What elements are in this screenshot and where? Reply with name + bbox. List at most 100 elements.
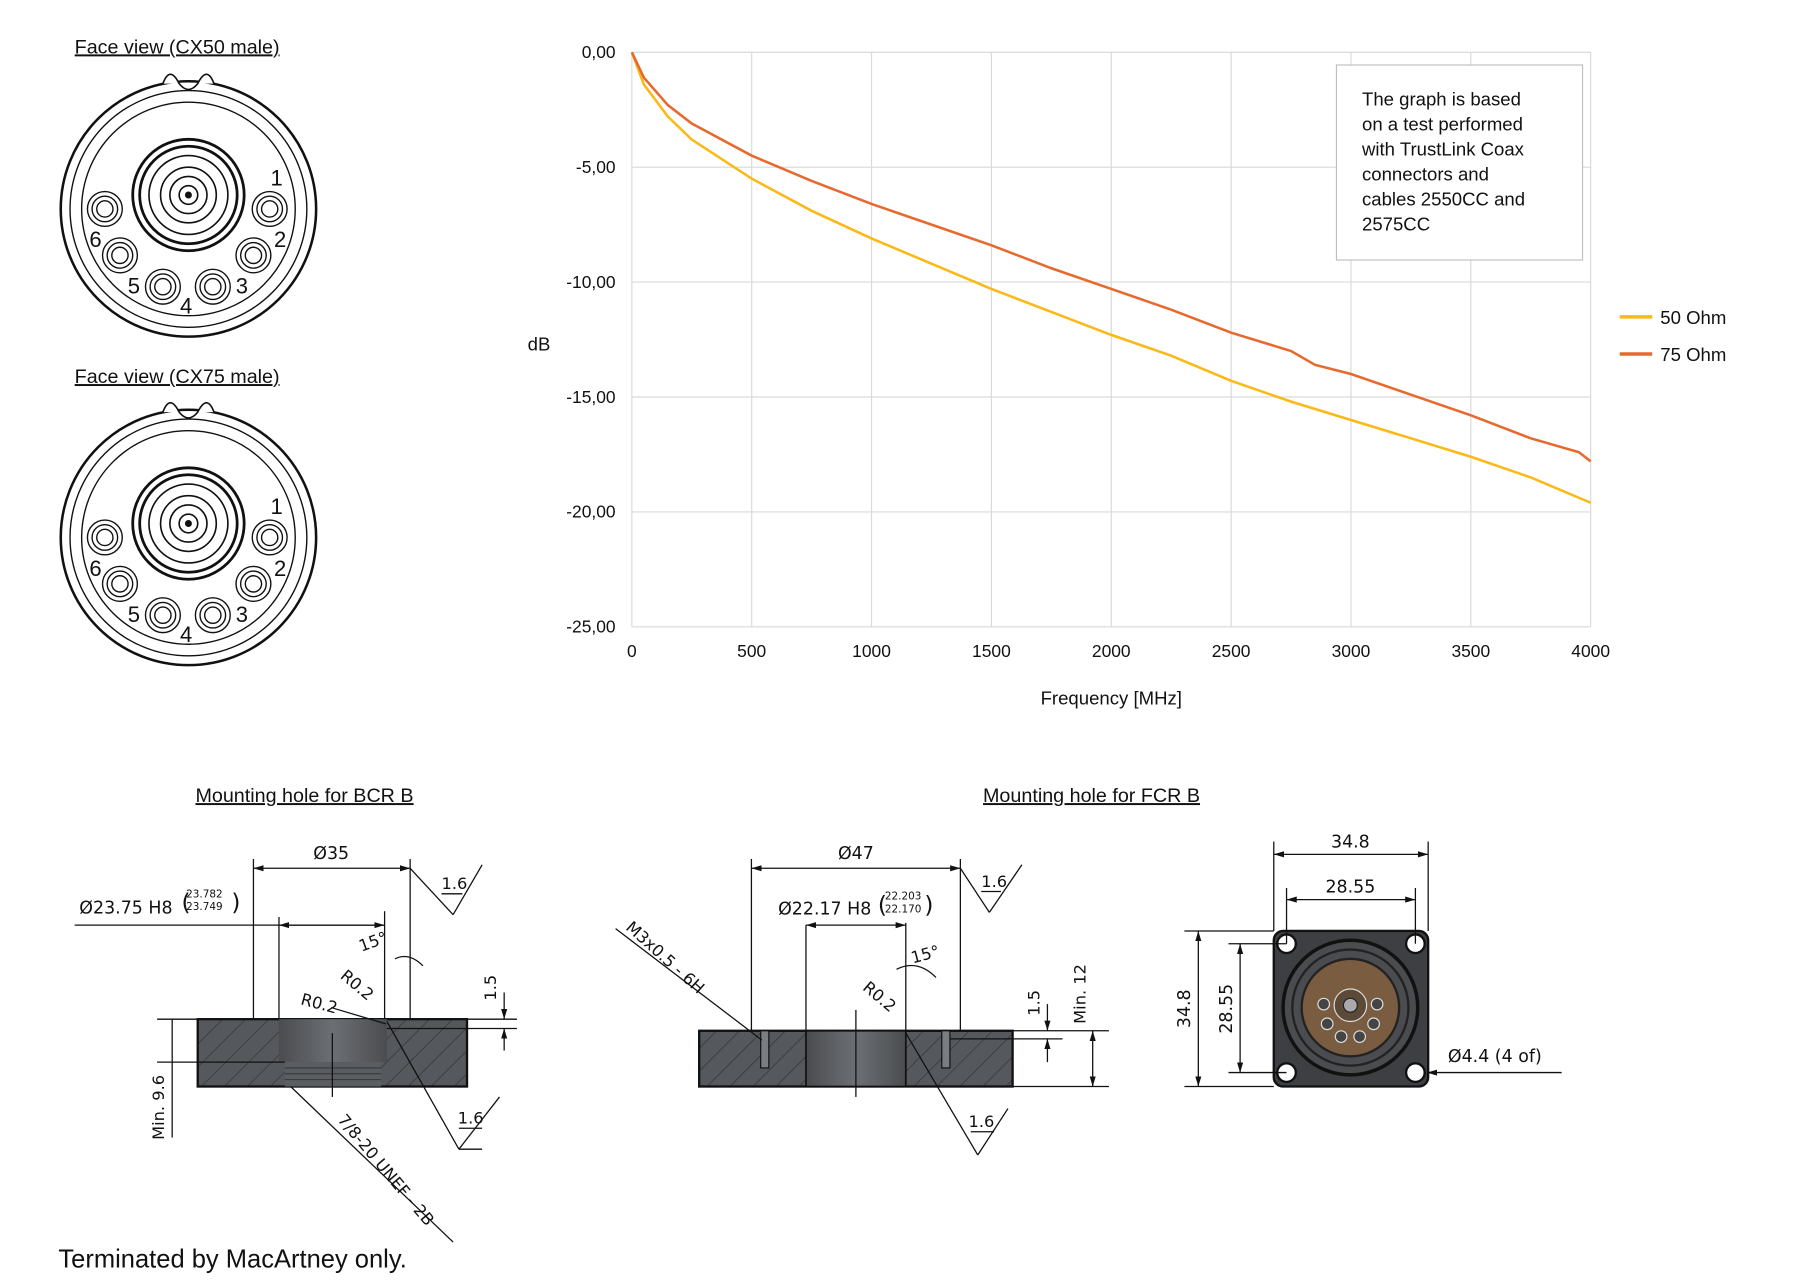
pin-contact bbox=[101, 565, 139, 602]
pin-label: 3 bbox=[236, 602, 248, 627]
coax-center-pin bbox=[184, 191, 192, 199]
pin-contact bbox=[199, 273, 227, 301]
pin-contact bbox=[199, 601, 227, 629]
fcr-bore-diameter: Ø22.17 H8 bbox=[778, 900, 871, 920]
fcr-outer-diameter: Ø47 bbox=[838, 844, 874, 864]
key-notch bbox=[162, 402, 215, 419]
pin-contact bbox=[239, 570, 267, 598]
pin-contact bbox=[111, 575, 129, 593]
pin-label: 6 bbox=[89, 556, 101, 581]
pin-contact bbox=[154, 606, 172, 625]
annotation-text: The graph is based on a test performed wit… bbox=[1361, 89, 1525, 235]
pin-contact bbox=[144, 268, 182, 305]
coax-contact-ring bbox=[159, 494, 218, 553]
key-notch bbox=[162, 73, 215, 91]
fcr-mounting-drawing: Mounting hole for FCR B Ø47 Ø22.17 H8 22… bbox=[615, 785, 1200, 1156]
pin-contact bbox=[256, 523, 284, 551]
fcr-radius: R0.2 bbox=[859, 978, 900, 1016]
coax-contact-ring bbox=[178, 513, 199, 534]
attenuation-chart: 0,00 -5,00 -10,00 -15,00 -20,00 -25,00 0 500 100… bbox=[528, 42, 1727, 709]
bcr-bore-diameter: Ø23.75 H8 bbox=[79, 899, 172, 919]
flange-width: 34.8 bbox=[1331, 832, 1370, 852]
y-tick-label: -25,00 bbox=[566, 617, 615, 637]
pin-contact bbox=[144, 597, 182, 634]
pin-contact bbox=[251, 190, 288, 228]
pin-contact bbox=[256, 195, 284, 223]
face-view-cx50: Face view (CX50 male) 1 2 3 4 5 6 bbox=[59, 36, 318, 338]
pin-label: 4 bbox=[180, 293, 192, 318]
series-line-50-ohm bbox=[630, 51, 1592, 504]
annotation-line: with TrustLink Coax bbox=[1361, 139, 1525, 160]
pin-label: 1 bbox=[271, 166, 283, 191]
pin-label: 6 bbox=[89, 227, 101, 252]
x-tick-label: 4000 bbox=[1571, 641, 1610, 661]
coax-contact-ring bbox=[178, 184, 199, 206]
fcr-min-thickness: Min. 12 bbox=[1071, 964, 1090, 1024]
coax-contact-ring bbox=[131, 137, 246, 253]
svg-text:): ) bbox=[924, 891, 933, 918]
bcr-roughness-2: 1.6 bbox=[458, 1109, 484, 1128]
y-tick-label: -15,00 bbox=[566, 387, 615, 407]
fcr-depth: 1.5 bbox=[1024, 990, 1043, 1016]
pin-contact bbox=[239, 241, 267, 269]
pin-contact bbox=[203, 606, 222, 625]
pin-contact bbox=[91, 195, 119, 223]
svg-text:(: ( bbox=[181, 889, 190, 916]
flange-height: 34.8 bbox=[1175, 989, 1195, 1028]
pin-contact bbox=[96, 200, 114, 218]
x-tick-label: 0 bbox=[627, 641, 637, 661]
coax-contact-ring bbox=[169, 175, 208, 215]
coax-contact-ring bbox=[169, 504, 208, 543]
bcr-radius-1: R0.2 bbox=[337, 966, 378, 1004]
pin-contact bbox=[111, 246, 129, 265]
annotation-line: 2575CC bbox=[1362, 213, 1430, 234]
x-tick-label: 3500 bbox=[1451, 641, 1490, 661]
coax-center-pin bbox=[184, 520, 192, 528]
bcr-tolerance-upper: 23.782 bbox=[186, 888, 223, 900]
pin-contact bbox=[91, 523, 119, 551]
pin-contact bbox=[260, 528, 279, 547]
x-tick-label: 1500 bbox=[972, 641, 1011, 661]
pin-contact bbox=[194, 597, 231, 634]
x-tick-label: 2500 bbox=[1212, 641, 1251, 661]
flange-hole-diameter: Ø4.4 (4 of) bbox=[1448, 1047, 1542, 1067]
pin-contact bbox=[260, 200, 279, 218]
pin-contact bbox=[106, 241, 134, 269]
pin-contact bbox=[86, 519, 123, 556]
pin-contact bbox=[154, 277, 172, 296]
fcr-tolerance-lower: 22.170 bbox=[885, 903, 922, 915]
bcr-outer-diameter: Ø35 bbox=[313, 844, 349, 864]
legend-label: 50 Ohm bbox=[1660, 307, 1726, 328]
annotation-line: cables 2550CC and bbox=[1362, 188, 1525, 209]
coax-contact-ring bbox=[138, 144, 239, 246]
pin-contact bbox=[203, 277, 222, 296]
svg-text:(: ( bbox=[878, 891, 887, 918]
y-tick-label: 0,00 bbox=[582, 42, 616, 62]
bcr-thread-spec: 7/8-20 UNEF - 2B bbox=[334, 1111, 438, 1230]
fcr-title: Mounting hole for FCR B bbox=[983, 785, 1200, 807]
flange-front-view: 34.8 28.55 34.8 28.55 Ø4.4 (4 of) bbox=[1175, 832, 1562, 1088]
bcr-mounting-drawing: Mounting hole for BCR B Ø35 Ø23.75 H8 23… bbox=[74, 785, 517, 1243]
coax-contact-ring bbox=[131, 466, 246, 581]
bcr-min-thickness: Min. 9.6 bbox=[149, 1075, 168, 1140]
annotation-box bbox=[1335, 64, 1584, 261]
pin-label: 2 bbox=[274, 556, 286, 581]
bcr-tolerance-lower: 23.749 bbox=[186, 901, 223, 913]
fcr-roughness-2: 1.6 bbox=[968, 1112, 994, 1131]
pin-label: 4 bbox=[180, 622, 192, 647]
coax-contact-ring bbox=[148, 154, 229, 236]
pin-contact bbox=[101, 237, 139, 274]
pin-contact bbox=[149, 273, 177, 301]
coax-contact-ring bbox=[159, 166, 218, 224]
face-view-title: Face view (CX75 male) bbox=[75, 366, 280, 388]
legend: 50 Ohm 75 Ohm bbox=[1619, 307, 1726, 365]
bcr-depth: 1.5 bbox=[481, 975, 500, 1001]
y-tick-label: -10,00 bbox=[566, 272, 615, 292]
pin-label: 5 bbox=[128, 602, 140, 627]
pin-contact bbox=[235, 565, 272, 602]
flange-hole-spacing-y: 28.55 bbox=[1217, 984, 1237, 1034]
annotation-line: The graph is based bbox=[1362, 89, 1521, 110]
face-view-title: Face view (CX50 male) bbox=[75, 36, 280, 58]
x-tick-label: 500 bbox=[737, 641, 766, 661]
